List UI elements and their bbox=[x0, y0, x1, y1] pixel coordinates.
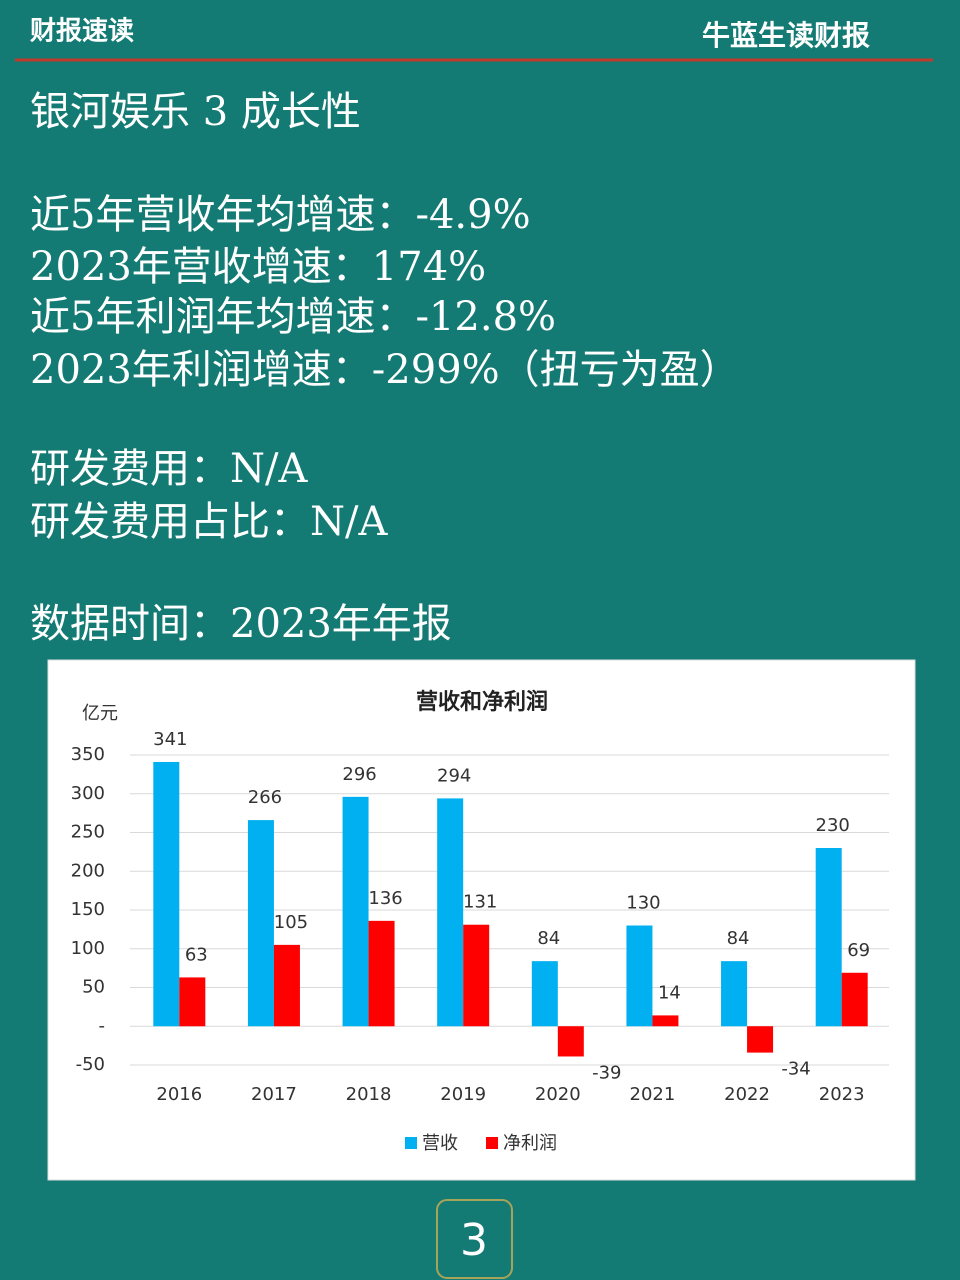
x-tick-label: 2022 bbox=[724, 1084, 770, 1105]
x-tick-label: 2020 bbox=[535, 1084, 581, 1105]
y-tick-label: 250 bbox=[71, 822, 105, 843]
data-label: 341 bbox=[153, 729, 187, 750]
page-title: 银河娱乐 3 成长性 bbox=[30, 89, 361, 135]
data-label: -34 bbox=[781, 1059, 810, 1080]
bar bbox=[747, 1026, 774, 1053]
bar bbox=[368, 920, 395, 1027]
data-label: 296 bbox=[342, 764, 376, 785]
bar bbox=[721, 961, 748, 1027]
y-tick-label: 100 bbox=[71, 938, 105, 959]
data-label: 136 bbox=[368, 888, 402, 909]
data-label: 230 bbox=[816, 815, 850, 836]
x-tick-label: 2018 bbox=[346, 1084, 392, 1105]
legend-label: 净利润 bbox=[503, 1133, 557, 1154]
x-tick-label: 2019 bbox=[440, 1084, 486, 1105]
y-axis-label: 亿元 bbox=[82, 703, 118, 724]
bar bbox=[273, 944, 300, 1027]
y-tick-label: - bbox=[99, 1015, 106, 1036]
bar bbox=[652, 1015, 679, 1027]
x-tick-label: 2016 bbox=[156, 1084, 202, 1105]
data-label: 130 bbox=[626, 893, 660, 914]
chart-panel bbox=[47, 659, 916, 1181]
x-tick-label: 2021 bbox=[630, 1084, 676, 1105]
y-tick-label: 300 bbox=[71, 783, 105, 804]
info-line: 研发费用占比：N/A bbox=[30, 499, 388, 545]
page-number: 3 bbox=[460, 1215, 488, 1266]
data-label: 69 bbox=[847, 940, 870, 961]
info-line: 2023年利润增速：-299%（扭亏为盈） bbox=[30, 347, 740, 393]
data-label: -39 bbox=[592, 1062, 621, 1083]
bar bbox=[557, 1026, 584, 1057]
header-right: 牛蓝生读财报 bbox=[702, 19, 870, 52]
page-number-box bbox=[436, 1199, 513, 1279]
x-tick-label: 2017 bbox=[251, 1084, 297, 1105]
bar bbox=[437, 798, 464, 1027]
data-label: 131 bbox=[463, 892, 497, 913]
y-tick-label: 50 bbox=[82, 977, 105, 998]
info-line: 数据时间：2023年年报 bbox=[30, 601, 452, 647]
info-line: 2023年营收增速：174% bbox=[30, 244, 486, 290]
header-left: 财报速读 bbox=[30, 16, 134, 47]
legend-label: 营收 bbox=[422, 1133, 458, 1154]
data-label: 266 bbox=[248, 787, 282, 808]
y-tick-label: 200 bbox=[71, 860, 105, 881]
info-line: 研发费用：N/A bbox=[30, 446, 308, 492]
y-tick-label: 350 bbox=[71, 744, 105, 765]
info-line: 近5年营收年均增速：-4.9% bbox=[30, 192, 531, 238]
bar bbox=[841, 972, 868, 1027]
bar bbox=[153, 761, 180, 1027]
bar bbox=[179, 977, 206, 1027]
data-label: 294 bbox=[437, 765, 471, 786]
x-tick-label: 2023 bbox=[819, 1084, 865, 1105]
bar bbox=[463, 924, 490, 1027]
legend-swatch bbox=[486, 1137, 498, 1149]
bar bbox=[247, 820, 274, 1027]
bar bbox=[531, 961, 558, 1027]
y-tick-label: -50 bbox=[76, 1054, 105, 1075]
data-label: 84 bbox=[727, 928, 750, 949]
bar bbox=[626, 925, 653, 1027]
data-label: 63 bbox=[185, 944, 208, 965]
y-tick-label: 150 bbox=[71, 899, 105, 920]
data-label: 14 bbox=[658, 982, 681, 1003]
chart-title: 营收和净利润 bbox=[416, 689, 548, 715]
bar bbox=[342, 796, 369, 1027]
info-line: 近5年利润年均增速：-12.8% bbox=[30, 294, 556, 340]
data-label: 105 bbox=[274, 912, 308, 933]
bar bbox=[815, 848, 842, 1027]
legend-swatch bbox=[405, 1137, 417, 1149]
data-label: 84 bbox=[537, 928, 560, 949]
